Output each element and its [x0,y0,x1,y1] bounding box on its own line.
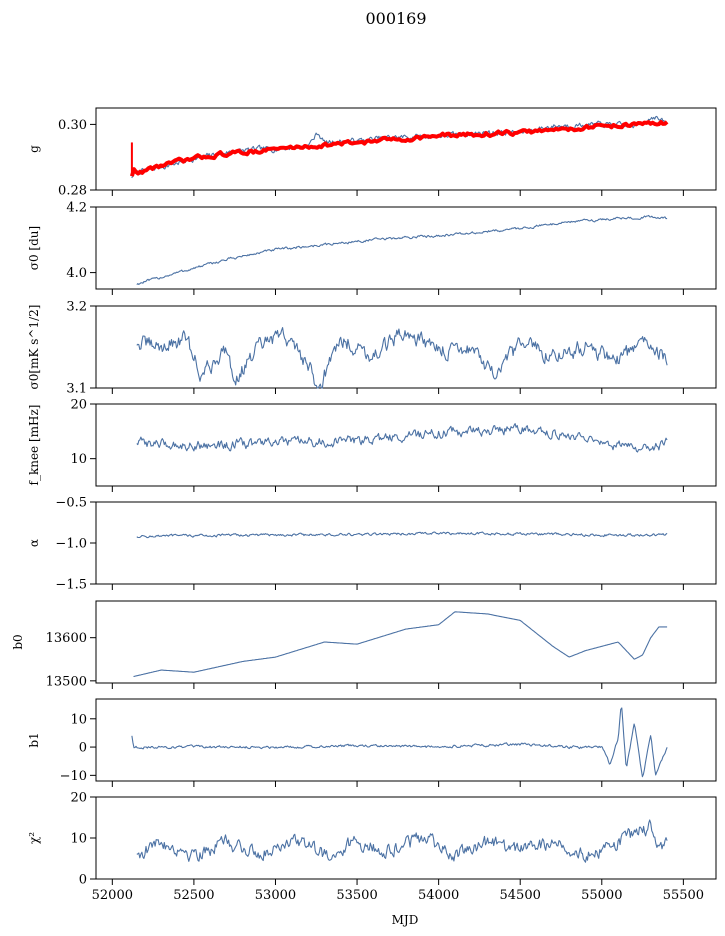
y-tick-label-b1: 0 [79,741,87,756]
y-tick-label-alpha: −1.0 [55,537,87,552]
x-tick-label: 55000 [581,888,622,903]
y-axis-label-b0: b0 [11,634,25,649]
y-tick-label-alpha: −0.5 [55,496,87,511]
subplot-stack: 0.28 0.30 g 4.0 4.2 σ0 [du] 3.1 3.2 σ0[mK s^1/2]… [11,107,717,903]
y-axis-label-g: g [27,145,41,153]
series-line-alpha [136,531,668,539]
series-line-b0 [133,611,668,678]
axes-frame-b1 [95,698,717,782]
y-tick-label-fknee: 20 [70,398,87,413]
axes-frame-sigma0-white [95,305,717,389]
series-line-chi2 [136,819,668,863]
y-axis-label-chi2: χ² [27,832,41,844]
y-tick-label-chi2: 20 [70,791,87,806]
y-tick-label-chi2: 10 [70,832,87,847]
subplot-sigma0-white: 3.1 3.2 σ0[mK s^1/2] [27,300,717,397]
x-tick-label: 54000 [418,888,459,903]
x-tick-label: 54500 [500,888,541,903]
y-tick-label-b0: 13500 [46,674,87,689]
y-axis-label-fknee: f_knee [mHz] [27,405,41,486]
axes-frame-g [95,107,717,191]
y-tick-label-b0: 13600 [46,631,87,646]
series-line-sigma0-white [136,327,668,389]
x-tick-label: 52000 [92,888,133,903]
x-tick-label: 52500 [173,888,214,903]
fit-line-g [129,120,669,177]
subplot-fknee: 10 20 f_knee [mHz] [27,398,717,492]
subplot-b1: −10 0 10 b1 [27,698,717,787]
series-line-b1 [131,707,668,778]
axes-frame-sigma0 [95,206,717,290]
series-line-fknee [136,423,668,453]
y-tick-label-b1: 10 [70,712,87,727]
subplot-alpha: −1.5 −1.0 −0.5 α [27,496,717,593]
y-tick-label-sigma0: 4.2 [66,201,87,216]
y-axis-label-b1: b1 [27,732,41,747]
y-tick-label-g: 0.30 [58,118,87,133]
subplot-b0: 13500 13600 b0 [11,600,717,689]
series-line-sigma0 [136,214,668,285]
y-tick-label-sigma0-white: 3.1 [66,382,87,397]
axes-frame-b0 [95,600,717,684]
subplot-chi2: 0 10 20 52000 52500 53000 53500 54000 54500 55000… [27,791,717,903]
axes-frame-fknee [95,403,717,487]
y-tick-label-sigma0: 4.0 [66,266,87,281]
y-tick-label-b1: −10 [60,769,87,784]
subplot-g: 0.28 0.30 g [27,107,717,199]
y-tick-label-fknee: 10 [70,452,87,467]
x-axis-label: MJD [392,913,419,927]
y-axis-label-sigma0: σ0 [du] [27,226,41,270]
y-axis-label-sigma0-white: σ0[mK s^1/2] [27,305,41,390]
x-tick-label: 55500 [663,888,704,903]
figure-title: 000169 [365,9,426,28]
y-tick-label-alpha: −1.5 [55,578,87,593]
x-tick-label: 53500 [336,888,377,903]
y-axis-label-alpha: α [27,539,41,547]
subplot-sigma0: 4.0 4.2 σ0 [du] [27,201,717,295]
y-tick-label-chi2: 0 [79,873,87,888]
y-tick-label-sigma0-white: 3.2 [66,300,87,315]
x-tick-label: 53000 [255,888,296,903]
y-tick-label-g: 0.28 [58,184,87,199]
